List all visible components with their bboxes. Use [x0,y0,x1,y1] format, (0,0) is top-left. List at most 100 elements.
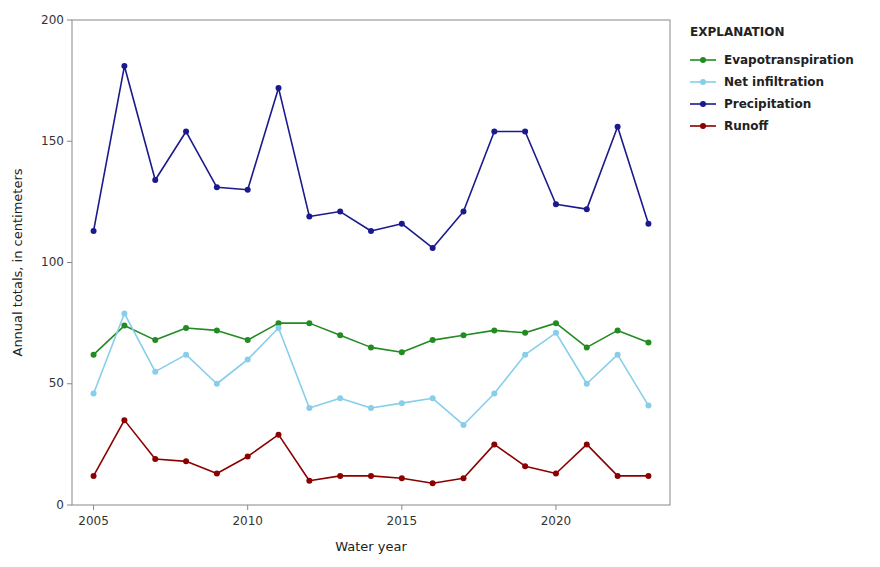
series-marker [91,390,97,396]
legend-marker [700,57,706,63]
x-tick [555,505,556,510]
series-marker [553,201,559,207]
series-marker [645,403,651,409]
legend-label: Precipitation [724,97,811,111]
y-tick [67,20,72,21]
series-marker [522,352,528,358]
legend-marker [700,101,706,107]
series-marker [337,473,343,479]
series-marker [368,405,374,411]
series-marker [491,390,497,396]
series-marker [183,129,189,135]
series-marker [399,400,405,406]
series [91,310,652,428]
series-marker [152,177,158,183]
x-axis: 2005 2010 2015 2020 [78,505,571,528]
series-marker [306,405,312,411]
series-marker [399,475,405,481]
x-tick [93,505,94,510]
legend-label: Evapotranspiration [724,53,854,67]
series-marker [430,480,436,486]
series-marker [121,417,127,423]
series-marker [368,228,374,234]
series-marker [460,332,466,338]
series-marker [399,221,405,227]
y-tick [67,505,72,506]
series-marker [368,344,374,350]
series-marker [276,325,282,331]
y-tick-label: 100 [41,255,64,269]
series-marker [214,184,220,190]
series-marker [522,330,528,336]
series-marker [584,206,590,212]
series-marker [615,124,621,130]
legend-label: Net infiltration [724,75,824,89]
series-marker [460,475,466,481]
x-tick-label: 2015 [387,514,418,528]
series-marker [460,209,466,215]
legend: EXPLANATIONEvapotranspirationNet infiltr… [690,25,854,133]
series-marker [399,349,405,355]
series-marker [430,337,436,343]
series-marker [337,209,343,215]
x-tick-label: 2020 [541,514,572,528]
series-marker [337,332,343,338]
series-marker [645,473,651,479]
series-marker [491,327,497,333]
series-marker [183,458,189,464]
series-marker [553,470,559,476]
series-marker [306,320,312,326]
series-marker [91,228,97,234]
y-tick [67,383,72,384]
series-marker [306,213,312,219]
series-group [91,63,652,486]
series-marker [615,473,621,479]
x-tick-label: 2010 [232,514,263,528]
series-marker [245,357,251,363]
series-line [94,313,649,425]
series-marker [553,320,559,326]
series-marker [584,344,590,350]
series-marker [276,432,282,438]
legend-label: Runoff [724,119,769,133]
y-tick [67,141,72,142]
y-tick-label: 150 [41,134,64,148]
y-tick-label: 200 [41,13,64,27]
series-marker [522,463,528,469]
series-marker [152,369,158,375]
series [91,417,652,486]
chart-container: 0501001502002005201020152020Water yearAn… [0,0,880,567]
y-tick [67,262,72,263]
series [91,63,652,251]
legend-marker [700,123,706,129]
series-marker [645,221,651,227]
series-marker [91,473,97,479]
series-marker [245,454,251,460]
y-tick-label: 0 [56,498,64,512]
series-marker [214,470,220,476]
series-marker [337,395,343,401]
series-marker [152,337,158,343]
x-tick [247,505,248,510]
series-marker [368,473,374,479]
series-marker [152,456,158,462]
legend-marker [700,79,706,85]
chart-svg: 0501001502002005201020152020Water yearAn… [0,0,880,567]
series-marker [430,245,436,251]
series-marker [615,352,621,358]
series-marker [121,323,127,329]
series-marker [214,381,220,387]
series-line [94,323,649,355]
series-marker [245,187,251,193]
series-marker [491,129,497,135]
series-marker [491,441,497,447]
series-marker [522,129,528,135]
series-marker [460,422,466,428]
x-tick-label: 2005 [78,514,109,528]
series-marker [645,340,651,346]
series-marker [214,327,220,333]
series-marker [121,63,127,69]
series-marker [584,441,590,447]
x-tick [401,505,402,510]
series-marker [584,381,590,387]
